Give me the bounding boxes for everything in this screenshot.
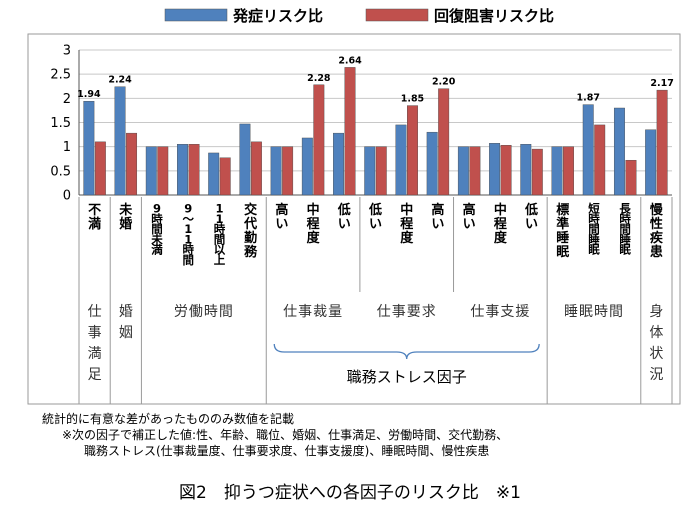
category-label: 交代勤務 <box>243 202 258 260</box>
y-tick-label: 0 <box>63 189 71 204</box>
bar-1-4 <box>177 144 188 196</box>
data-label: 2.17 <box>650 78 673 89</box>
bar-2-5 <box>219 157 231 196</box>
category-label: 長時間睡眠 <box>619 202 631 257</box>
category-label: 高い <box>275 202 288 232</box>
data-label: 1.87 <box>576 93 599 104</box>
category-label: 1 1 時間以上 <box>214 202 226 268</box>
bar-1-19 <box>645 129 657 196</box>
y-tick-label: 2.5 <box>50 68 71 83</box>
figure-caption: 図2 抑うつ症状への各因子のリスク比 ※1 <box>179 483 521 503</box>
bar-1-1 <box>83 101 95 196</box>
category-label: 9 時間未満 <box>150 202 163 257</box>
note-significance: 統計的に有意な差があったもののみ数値を記載 <box>42 412 295 426</box>
bar-1-9 <box>333 132 344 196</box>
group-label: 仕事満足 <box>88 304 102 383</box>
data-label: 2.24 <box>108 75 132 86</box>
bar-2-16 <box>563 146 574 196</box>
group-label: 婚姻 <box>119 304 133 341</box>
bar-2-2 <box>126 132 138 196</box>
legend-label-1: 発症リスク比 <box>232 7 323 25</box>
bar-1-18 <box>613 107 625 196</box>
bar-1-5 <box>208 152 220 196</box>
chart-frame <box>27 33 681 405</box>
category-label: 低い <box>337 202 351 232</box>
group-label: 仕事要求 <box>377 304 437 320</box>
legend-swatch-2 <box>365 8 429 22</box>
bar-2-18 <box>625 159 637 196</box>
bar-2-4 <box>188 144 200 196</box>
chart: 発症リスク比 回復阻害リスク比 0 0.5 1 1.5 2 2.5 3 1.94 2.24 2.28 2… <box>27 7 681 405</box>
data-label: 2.20 <box>432 77 456 88</box>
bar-2-12 <box>438 88 450 196</box>
bar-2-19 <box>656 89 668 196</box>
bar-1-7 <box>270 146 282 196</box>
category-label: 慢性疾患 <box>650 202 664 260</box>
category-label: 中程度 <box>494 202 508 246</box>
data-label: 2.28 <box>307 73 331 84</box>
group-label: 仕事裁量 <box>283 304 343 320</box>
bar-1-15 <box>520 144 532 196</box>
bar-1-6 <box>239 123 251 196</box>
bar-2-3 <box>157 146 169 196</box>
bar-1-8 <box>301 137 313 196</box>
bar-1-3 <box>145 146 157 196</box>
bar-2-7 <box>282 146 294 196</box>
category-label: 低い <box>524 202 538 232</box>
data-label: 2.64 <box>338 55 362 66</box>
legend-swatch-1 <box>164 8 228 22</box>
bar-1-14 <box>489 143 501 196</box>
bar-2-10 <box>375 146 387 196</box>
bar-1-11 <box>395 124 407 196</box>
bar-2-6 <box>250 141 262 196</box>
category-label: 標準睡眠 <box>556 202 569 260</box>
group-label: 睡眠時間 <box>564 304 624 320</box>
data-label: 1.94 <box>77 89 101 100</box>
bar-2-8 <box>313 84 325 196</box>
category-label: 中程度 <box>307 202 321 246</box>
category-label: 短時間睡眠 <box>588 202 600 257</box>
y-tick-label: 0.5 <box>50 164 71 179</box>
bar-2-1 <box>94 141 106 196</box>
category-label: 未婚 <box>118 202 133 232</box>
bar-1-16 <box>551 146 563 196</box>
y-tick-label: 1 <box>63 140 71 155</box>
legend-label-2: 回復阻害リスク比 <box>434 7 554 25</box>
group-label: 労働時間 <box>174 304 234 320</box>
bar-1-2 <box>114 86 126 196</box>
bar-2-11 <box>407 105 418 196</box>
category-label: 高い <box>463 202 476 232</box>
job-stress-bracket <box>273 343 540 360</box>
bar-2-15 <box>531 148 543 196</box>
group-label: 仕事支援 <box>470 304 530 320</box>
bar-2-13 <box>469 146 481 196</box>
bar-1-13 <box>457 146 469 196</box>
category-label: 不満 <box>88 203 101 232</box>
y-tick-label: 2 <box>63 92 71 107</box>
note-adjustment: ※次の因子で補正した値:性、年齢、職位、婚姻、仕事満足、労働時間、交代勤務、 <box>62 428 509 442</box>
category-label: 9 ～ 1 1 時間 <box>182 202 194 268</box>
category-label: 低い <box>368 202 382 232</box>
category-label: 高い <box>431 202 444 232</box>
y-tick-label: 3 <box>63 44 71 59</box>
bar-1-12 <box>426 131 438 196</box>
bracket-label: 職務ストレス因子 <box>347 368 467 386</box>
note-adjustment-continued: 職務ストレス(仕事裁量度、仕事要求度、仕事支援度)、睡眠時間、慢性疾患 <box>84 444 490 458</box>
bar-1-17 <box>582 104 594 196</box>
data-label: 1.85 <box>401 94 424 105</box>
bar-2-9 <box>344 67 356 196</box>
bar-2-14 <box>500 145 512 196</box>
category-label: 中程度 <box>400 202 414 246</box>
bar-2-17 <box>594 124 606 196</box>
group-label: 身体状況 <box>649 304 663 383</box>
bar-1-10 <box>364 146 376 196</box>
y-tick-label: 1.5 <box>50 116 71 131</box>
